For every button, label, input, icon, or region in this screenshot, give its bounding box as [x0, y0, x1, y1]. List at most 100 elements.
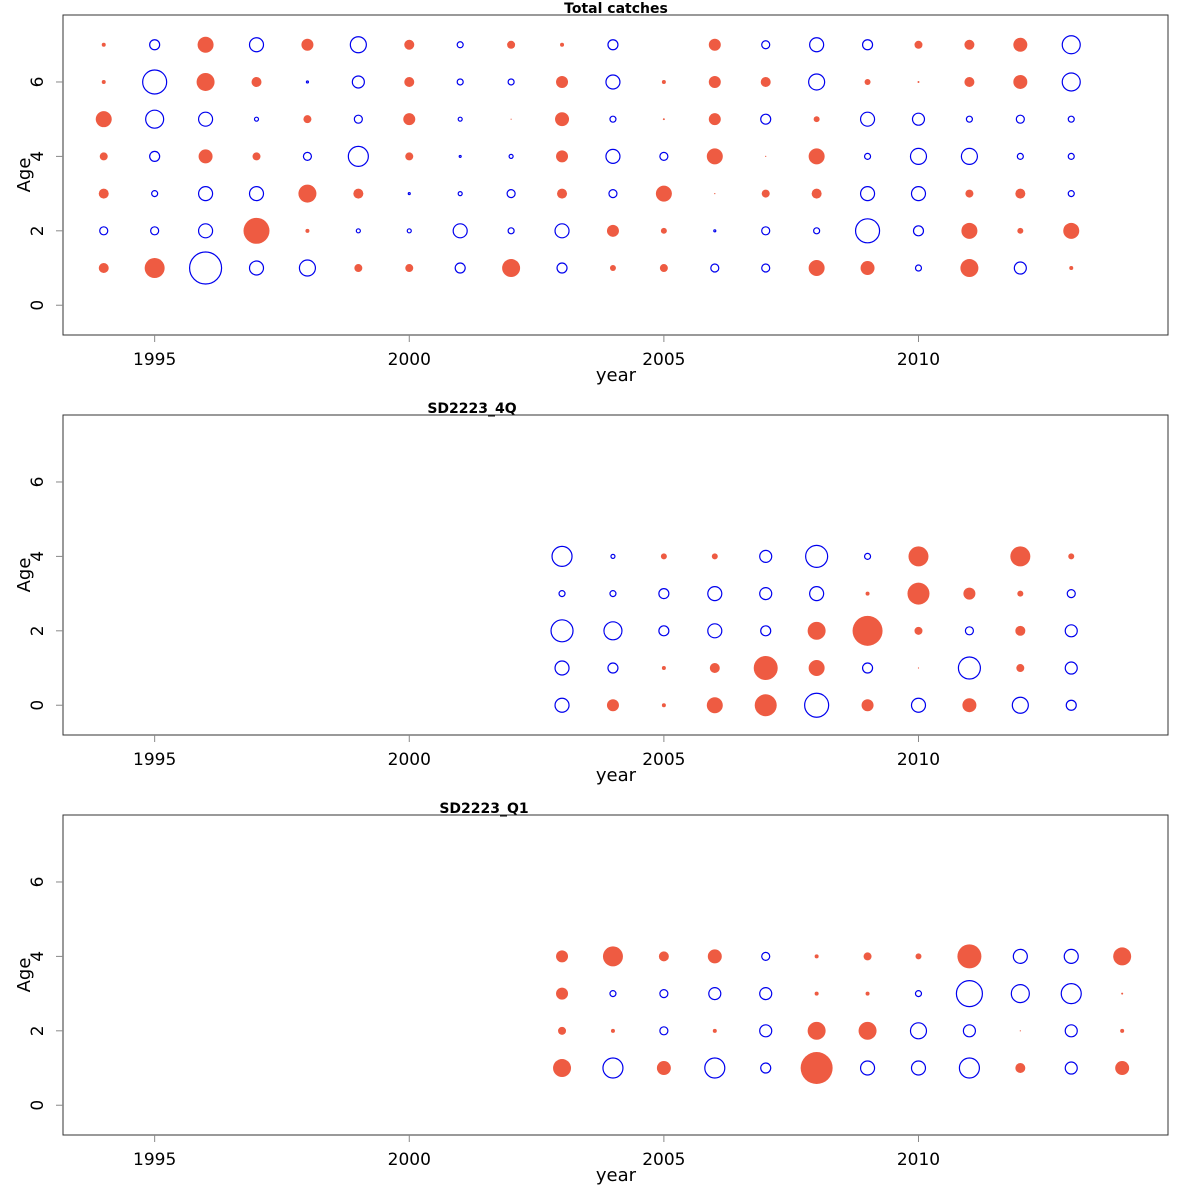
bubble-positive — [917, 80, 920, 83]
bubble-negative — [759, 549, 773, 563]
bubble-negative — [507, 227, 515, 235]
bubble-negative — [248, 186, 265, 202]
bubble-positive — [609, 265, 616, 272]
bubble-positive — [251, 76, 262, 87]
bubble-negative — [808, 73, 826, 91]
bubble-negative — [458, 154, 462, 158]
bubble-negative — [761, 40, 771, 50]
bubble-positive — [404, 39, 415, 50]
panel-total-catches: Total catches year Age 1995 2000 2005 2010 0… — [14, 1, 1169, 386]
bubble-positive — [101, 42, 106, 47]
bubble-positive — [354, 264, 363, 273]
x-axis-label: year — [596, 765, 637, 786]
bubble-negative — [805, 544, 829, 568]
bubble-negative — [197, 223, 214, 239]
bubble-negative — [910, 697, 927, 713]
bubble-positive — [957, 944, 982, 969]
y-tick-label: 6 — [28, 77, 48, 88]
bubble-positive — [404, 76, 415, 87]
bubble-negative — [659, 989, 669, 999]
bubble-negative — [355, 228, 361, 234]
bubble-positive — [908, 546, 929, 567]
bubble-negative — [759, 1024, 773, 1038]
bubble-positive — [98, 188, 109, 199]
bubble-positive — [405, 152, 414, 161]
bubble-negative — [188, 251, 223, 285]
bubble-positive — [1010, 546, 1031, 567]
bubble-negative — [759, 987, 773, 1001]
bubble-negative — [150, 226, 160, 236]
bubble-negative — [457, 116, 463, 122]
bubble-positive — [964, 39, 975, 50]
bubble-positive — [811, 188, 822, 199]
bubble-positive — [502, 259, 521, 278]
y-axis-label: Age — [14, 158, 35, 193]
bubble-positive — [660, 227, 667, 234]
bubble-positive — [303, 115, 312, 124]
bubble-positive — [807, 1021, 826, 1040]
bubble-negative — [659, 151, 669, 161]
bubble-positive — [298, 184, 317, 203]
bubble-negative — [911, 112, 926, 126]
bubble-positive — [800, 1052, 833, 1085]
bubble-negative — [603, 621, 623, 641]
x-tick-label: 2000 — [388, 1150, 431, 1170]
bubble-positive — [907, 582, 930, 605]
bubble-negative — [914, 990, 923, 998]
bubble-positive — [558, 1026, 567, 1035]
bubble-negative — [607, 39, 619, 51]
bubble-negative — [602, 1057, 624, 1079]
bubble-positive — [807, 621, 826, 640]
bubble-positive — [712, 1028, 717, 1033]
bubble-negative — [551, 545, 573, 567]
bubble-negative — [1061, 35, 1081, 55]
bubble-negative — [809, 586, 825, 602]
bubble-positive — [706, 697, 723, 714]
bubble-negative — [863, 552, 872, 560]
bubble-negative — [760, 1062, 772, 1074]
bubble-negative — [1064, 1061, 1078, 1075]
bubble-positive — [708, 75, 721, 88]
bubble-negative — [708, 987, 722, 1001]
bubble-positive — [860, 261, 875, 276]
bubble-negative — [760, 625, 772, 637]
bubble-positive — [656, 1061, 671, 1076]
x-tick-label: 1995 — [133, 350, 176, 370]
bubble-positive — [101, 79, 106, 84]
bubble-negative — [554, 697, 570, 713]
bubble-positive — [865, 591, 870, 596]
bubble-negative — [353, 114, 363, 124]
plot-frame — [62, 414, 1169, 736]
bubble-negative — [759, 587, 773, 601]
bubble-negative — [1065, 699, 1077, 711]
x-tick-label: 2005 — [642, 750, 685, 770]
bubble-negative — [456, 41, 464, 49]
bubble-negative — [710, 263, 720, 273]
bubble-negative — [149, 39, 161, 51]
bubble-positive — [660, 553, 667, 560]
bubble-negative — [407, 192, 411, 196]
bubble-positive — [556, 75, 569, 88]
bubble-positive — [1013, 74, 1028, 89]
bubble-positive — [1016, 664, 1025, 673]
bubble-negative — [456, 78, 464, 86]
bubble-negative — [149, 150, 161, 162]
bubble-positive — [602, 946, 623, 967]
bubble-positive — [661, 79, 666, 84]
bubble-negative — [608, 189, 618, 199]
bubble-positive — [1015, 1063, 1026, 1074]
panel-title: SD2223_4Q — [427, 401, 516, 417]
x-tick-label: 2005 — [642, 1150, 685, 1170]
bubble-negative — [909, 147, 928, 165]
bubble-negative — [351, 75, 365, 89]
bubble-positive — [865, 991, 870, 996]
bubble-positive — [553, 1059, 572, 1078]
bubble-positive — [655, 185, 672, 202]
bubble-negative — [1013, 261, 1027, 275]
bubble-negative — [1066, 589, 1076, 599]
y-tick-label: 0 — [28, 1100, 48, 1111]
bubble-positive — [403, 113, 416, 126]
y-tick-label: 4 — [28, 951, 48, 962]
bubble-negative — [508, 153, 514, 159]
bubble-negative — [859, 1060, 876, 1076]
